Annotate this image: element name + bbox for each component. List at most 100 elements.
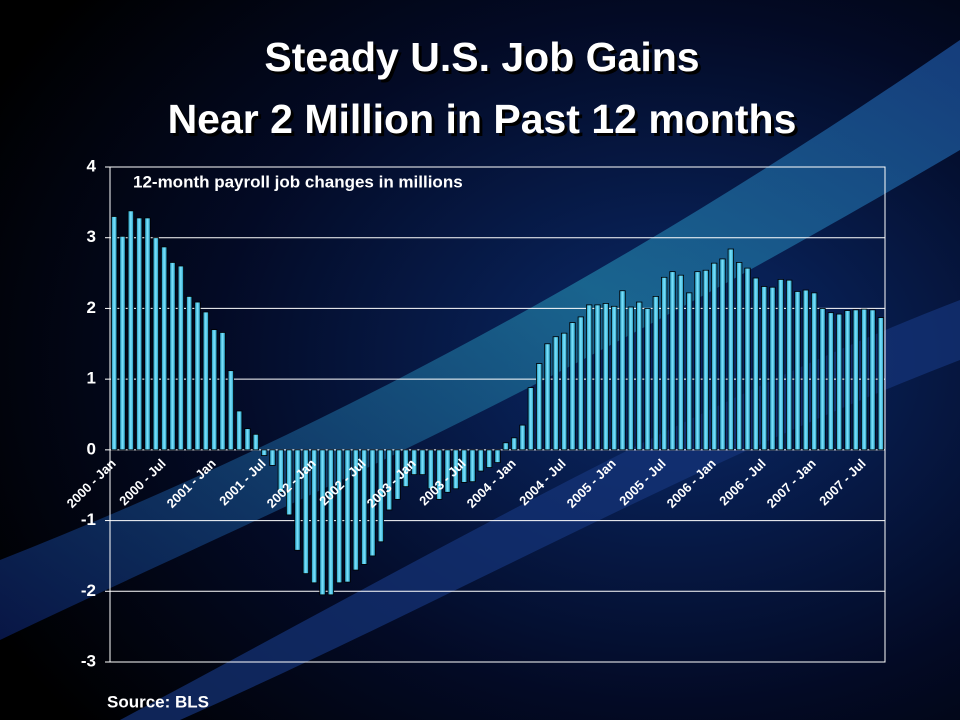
bar	[361, 449, 368, 565]
bar	[436, 449, 443, 500]
bar	[661, 276, 668, 451]
bar	[327, 449, 334, 596]
bar	[461, 449, 468, 483]
bar	[344, 449, 351, 583]
y-tick-label: 2	[87, 298, 96, 317]
y-tick-label: 3	[87, 227, 96, 246]
bar	[777, 279, 784, 451]
bar	[627, 306, 634, 451]
bar	[336, 449, 343, 584]
bar	[636, 301, 643, 451]
bar	[727, 248, 734, 451]
bar	[169, 262, 176, 451]
bar	[711, 262, 718, 451]
bar	[652, 296, 659, 451]
bar	[644, 308, 651, 451]
bar	[861, 308, 868, 451]
bar	[186, 296, 193, 451]
y-tick-label: -3	[81, 651, 96, 670]
bar	[719, 258, 726, 451]
bar	[286, 449, 293, 516]
bar	[194, 301, 201, 451]
bar	[119, 235, 126, 451]
bar	[136, 217, 143, 451]
bar	[702, 269, 709, 451]
title-shadow: Steady U.S. Job Gains	[267, 37, 702, 83]
source: Source: BLS	[107, 692, 209, 711]
bar	[236, 410, 243, 451]
bar	[744, 267, 751, 451]
y-tick-label: -2	[81, 581, 96, 600]
chart-title: Steady U.S. Job Gains	[264, 34, 699, 80]
bar	[219, 332, 226, 451]
bar	[561, 332, 568, 451]
subtitle: 12-month payroll job changes in millions	[133, 172, 463, 191]
bar	[552, 336, 559, 451]
bar	[244, 428, 251, 451]
y-tick-label: 0	[87, 439, 96, 458]
bar	[111, 216, 118, 451]
bar	[536, 363, 543, 451]
bar	[586, 304, 593, 451]
bar	[161, 246, 168, 451]
bar	[202, 311, 209, 451]
chart-title: Near 2 Million in Past 12 months	[168, 96, 797, 142]
bar	[486, 449, 493, 468]
bar	[836, 313, 843, 451]
bar	[302, 449, 309, 575]
y-tick-label: 4	[87, 156, 97, 175]
y-tick-label: -1	[81, 510, 96, 529]
bar	[786, 279, 793, 451]
bar	[752, 277, 759, 451]
bar	[736, 262, 743, 451]
bar	[619, 290, 626, 451]
bar	[577, 316, 584, 451]
bar	[519, 424, 526, 451]
bar	[802, 289, 809, 451]
bar	[469, 449, 476, 483]
bar	[211, 329, 218, 451]
plot-frame	[109, 166, 886, 663]
bar	[819, 308, 826, 451]
bar	[569, 322, 576, 451]
bar	[227, 370, 234, 451]
bar	[352, 449, 359, 571]
bar	[669, 271, 676, 451]
bar	[377, 449, 384, 543]
bar	[494, 449, 501, 463]
bar	[761, 286, 768, 451]
bar	[427, 449, 434, 490]
bar	[369, 449, 376, 557]
title-shadow: Near 2 Million in Past 12 months	[171, 99, 800, 145]
bar	[527, 387, 534, 451]
bar	[686, 292, 693, 451]
bar	[311, 449, 318, 584]
bar	[677, 274, 684, 451]
bar	[177, 265, 184, 451]
bar	[852, 309, 859, 451]
swoosh	[0, 40, 960, 640]
bar	[877, 317, 884, 451]
bar	[152, 237, 159, 451]
bar	[502, 442, 509, 451]
bar	[511, 437, 518, 451]
bar	[794, 291, 801, 451]
bar	[811, 292, 818, 451]
bar	[444, 449, 451, 493]
bar	[277, 449, 284, 493]
bar	[386, 449, 393, 511]
bar	[602, 303, 609, 451]
bar	[869, 309, 876, 451]
y-tick-label: 1	[87, 369, 96, 388]
bar	[261, 449, 268, 456]
bar	[294, 449, 301, 551]
bar	[544, 343, 551, 451]
bar	[844, 310, 851, 451]
bar	[477, 449, 484, 472]
bar	[411, 449, 418, 476]
bar	[252, 433, 259, 451]
bar	[594, 304, 601, 451]
bar	[827, 312, 834, 451]
bar	[127, 210, 134, 451]
bar	[144, 217, 151, 451]
